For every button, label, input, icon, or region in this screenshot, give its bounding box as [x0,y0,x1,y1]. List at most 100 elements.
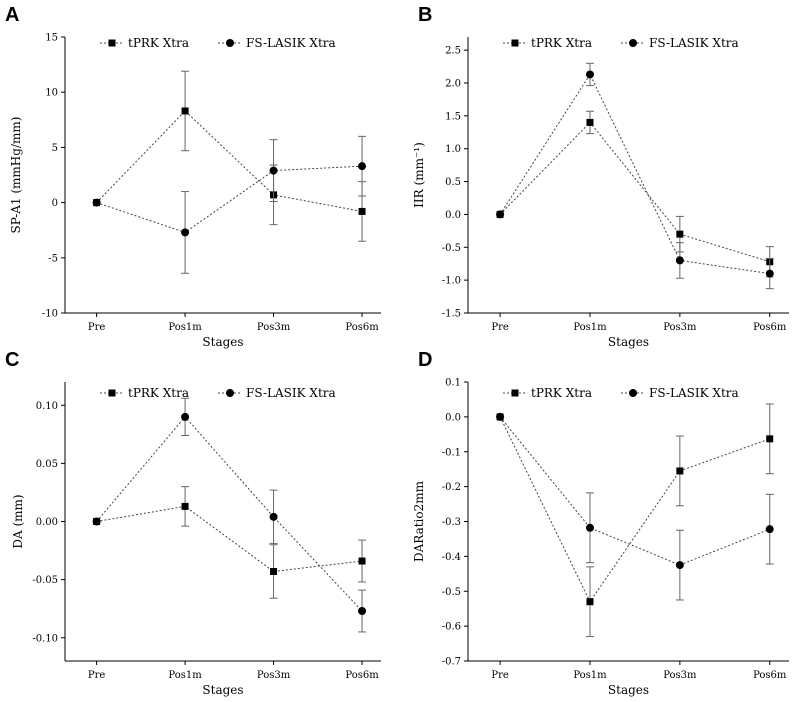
y-tick-label: 1.5 [445,111,461,122]
panel-d: D -0.7 -0.6 -0.5 -0.4 -0.3 -0.2 -0.1 0.0 0.1 Pre Po… [412,349,789,697]
y-axis-label: DARatio2mm [412,480,426,562]
x-axis-label: Stages [608,683,649,697]
series-fs-lasik [92,135,367,274]
data-point-circle [496,210,505,219]
data-point-circle [585,70,594,79]
data-point-circle [675,561,684,570]
y-tick-label: -0.6 [442,622,461,633]
legend-marker-square [511,39,519,47]
y-tick-label: 2.5 [445,46,461,57]
data-point-square [766,435,774,443]
series-tprk [93,486,367,599]
y-tick-label: 15 [45,33,58,44]
legend-marker-circle [629,39,637,47]
legend-marker-square [108,389,116,397]
data-point-square [586,598,594,606]
y-tick-label: 0.0 [445,412,461,423]
y-tick-label: -10 [42,309,58,320]
legend-marker-circle [226,389,234,397]
x-tick-label: Pos1m [168,670,202,681]
data-point-circle [181,412,190,421]
series-line [499,121,770,263]
x-axis-label: Stages [608,335,649,349]
x-tick-label: Pos1m [168,322,202,333]
x-tick-label: Pos6m [345,670,379,681]
data-point-circle [92,198,101,207]
y-tick-label: 0.0 [445,210,461,221]
data-point-circle [675,256,684,265]
legend-marker-square [511,389,519,397]
legend-label: FS-LASIK Xtra [649,36,739,50]
x-tick-label: Pos3m [257,670,291,681]
y-tick-label: 0.00 [36,517,58,528]
data-point-circle [765,525,774,534]
legend-label: tPRK Xtra [128,386,189,400]
y-axis-label: SP-A1 (mmHg/mm) [9,117,23,234]
x-tick-label: Pre [491,322,509,333]
panel-b: B -1.5 -1.0 -0.5 0.0 0.5 1.0 1.5 2.0 2.5 Pre Pos1m P… [412,4,789,349]
y-tick-label: 0.05 [36,459,58,470]
data-point-circle [358,607,367,616]
series-tprk [496,403,774,638]
y-tick-label: -0.10 [32,633,58,644]
x-tick-label: Pos6m [753,322,787,333]
x-tick-label: Pos3m [663,670,697,681]
data-point-square [676,467,684,475]
data-point-circle [358,162,367,171]
y-tick-label: 10 [45,88,58,99]
y-axis-label: DA (mm) [11,494,25,548]
y-tick-label: -5 [48,253,58,264]
panel-a: A -10 -5 0 5 10 15 Pre Pos1m Pos3m Pos6m Stages SP-A… [5,4,381,349]
x-tick-label: Pos3m [257,322,291,333]
series-line [499,416,770,603]
y-tick-label: -0.3 [442,517,461,528]
y-tick-label: -1.0 [442,276,461,287]
series-line [96,165,363,233]
data-point-square [676,230,684,238]
series-tprk [93,70,367,242]
panel-letter: A [5,4,19,26]
y-axis-label: IIR (mm⁻¹) [412,142,426,208]
series-fs-lasik [496,412,774,601]
y-tick-label: 0.10 [36,401,58,412]
legend-label: tPRK Xtra [128,36,189,50]
x-tick-label: Pre [88,670,106,681]
legend-label: FS-LASIK Xtra [246,386,336,400]
x-tick-label: Pos6m [753,670,787,681]
series-line [499,416,770,566]
data-point-circle [269,166,278,175]
series-fs-lasik [496,62,774,290]
series-line [96,110,363,212]
data-point-circle [92,517,101,526]
data-point-circle [585,523,594,532]
series-line [499,73,770,275]
data-point-square [270,567,278,575]
panel-c: C -0.10 -0.05 0.00 0.05 0.10 Pre Pos1m Pos3m Pos6… [5,349,381,697]
legend-label: tPRK Xtra [531,36,592,50]
data-point-square [358,557,366,565]
y-tick-label: 0.5 [445,177,461,188]
x-tick-label: Pos1m [573,670,607,681]
data-point-square [586,118,594,126]
legend-label: FS-LASIK Xtra [246,36,336,50]
x-tick-label: Pre [491,670,509,681]
legend-marker-circle [629,389,637,397]
y-tick-label: 1.0 [445,144,461,155]
y-tick-label: 0.1 [445,378,461,389]
y-tick-label: -0.2 [442,482,461,493]
legend-label: tPRK Xtra [531,386,592,400]
y-tick-label: 0 [52,198,58,209]
x-axis-label: Stages [202,683,243,697]
series-line [96,416,363,612]
legend: tPRK Xtra FS-LASIK Xtra [503,36,739,50]
y-tick-label: -0.1 [442,447,461,458]
y-tick-label: -0.05 [32,575,58,586]
y-tick-label: -0.5 [442,587,461,598]
data-point-square [181,502,189,510]
data-point-circle [765,269,774,278]
y-tick-label: -0.7 [442,657,461,668]
panel-letter: D [418,349,432,371]
panel-letter: B [418,4,432,26]
series-tprk [496,110,774,278]
